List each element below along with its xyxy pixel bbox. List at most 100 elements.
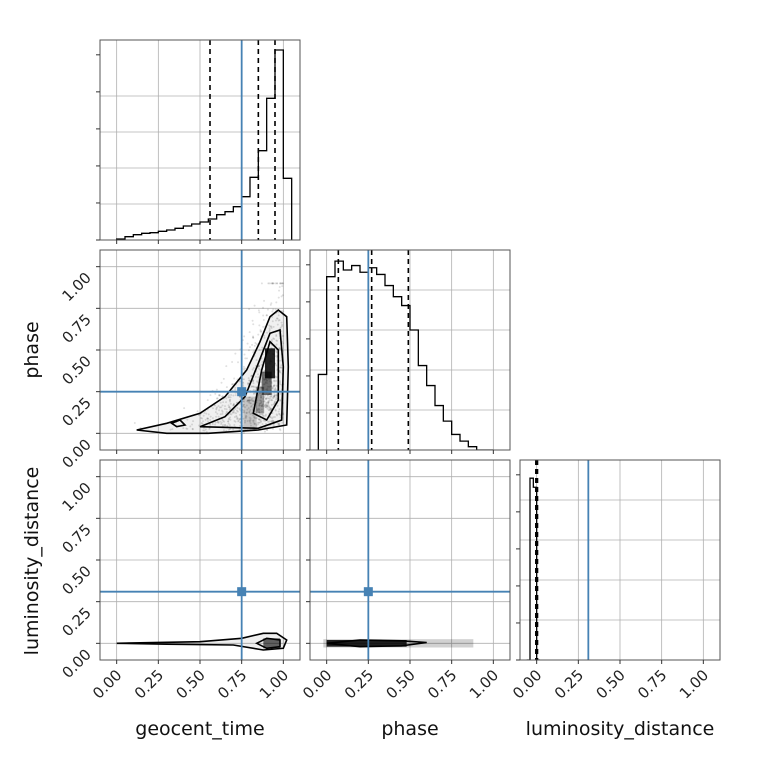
sample-point: [238, 428, 241, 431]
sample-point: [251, 343, 254, 346]
sample-point: [253, 422, 256, 425]
sample-point: [278, 286, 281, 289]
sample-point: [229, 416, 232, 419]
sample-point: [238, 413, 241, 416]
sample-point: [272, 424, 275, 427]
sample-point: [220, 421, 223, 424]
sample-point: [258, 418, 261, 421]
sample-point: [216, 397, 219, 400]
sample-point: [252, 335, 255, 338]
sample-point: [248, 379, 251, 382]
sample-point: [261, 361, 264, 364]
sample-point: [257, 393, 260, 396]
sample-point: [263, 396, 266, 399]
sample-point: [276, 317, 279, 320]
sample-point: [235, 412, 238, 415]
sample-point: [258, 409, 261, 412]
sample-point: [245, 412, 248, 415]
sample-point: [202, 414, 205, 417]
sample-point: [258, 364, 261, 367]
sample-point: [276, 323, 279, 326]
sample-point: [205, 412, 208, 415]
sample-point: [236, 410, 239, 413]
sample-point: [244, 414, 247, 417]
sample-point: [257, 333, 260, 336]
sample-point: [217, 420, 220, 423]
sample-point: [270, 395, 273, 398]
sample-point: [259, 418, 262, 421]
sample-point: [189, 425, 192, 428]
sample-point: [277, 423, 280, 426]
sample-point: [259, 394, 262, 397]
sample-point: [279, 383, 282, 386]
sample-point: [217, 415, 220, 418]
sample-point: [219, 413, 222, 416]
sample-point: [275, 351, 278, 354]
sample-point: [256, 381, 259, 384]
sample-point: [266, 404, 269, 407]
sample-point: [227, 420, 230, 423]
sample-point: [248, 331, 251, 334]
y-tick-label: 0.25: [58, 604, 94, 640]
sample-point: [236, 417, 239, 420]
sample-point: [257, 373, 260, 376]
sample-point: [257, 376, 260, 379]
sample-point: [243, 409, 246, 412]
sample-point: [272, 419, 275, 422]
sample-point: [267, 409, 270, 412]
sample-point: [251, 368, 254, 371]
sample-point: [281, 285, 284, 288]
sample-point: [281, 421, 284, 424]
sample-point: [214, 404, 217, 407]
sample-point: [280, 321, 283, 324]
sample-point: [269, 397, 272, 400]
sample-point: [214, 411, 217, 414]
sample-point: [214, 423, 217, 426]
sample-point: [267, 400, 270, 403]
sample-point: [281, 334, 284, 337]
sample-point: [273, 338, 276, 341]
sample-point: [258, 392, 261, 395]
sample-point: [253, 417, 256, 420]
sample-point: [266, 331, 269, 334]
sample-point: [255, 416, 258, 419]
sample-point: [248, 346, 251, 349]
sample-point: [235, 416, 238, 419]
sample-point: [260, 396, 263, 399]
sample-point: [222, 429, 225, 432]
sample-point: [248, 411, 251, 414]
x-tick-label: 0.00: [299, 666, 335, 702]
sample-point: [244, 357, 247, 360]
sample-point: [265, 404, 268, 407]
sample-point: [198, 424, 201, 427]
sample-point: [229, 398, 232, 401]
sample-point: [268, 327, 271, 330]
sample-point: [248, 420, 251, 423]
sample-point: [244, 419, 247, 422]
sample-point: [273, 384, 276, 387]
sample-point: [209, 394, 212, 397]
sample-point: [281, 325, 284, 328]
sample-point: [273, 395, 276, 398]
sample-point: [273, 395, 276, 398]
sample-point: [256, 399, 259, 402]
sample-point: [279, 366, 282, 369]
sample-point: [278, 369, 281, 372]
sample-point: [247, 349, 250, 352]
sample-point: [252, 403, 255, 406]
y-tick-label: 0.25: [58, 394, 94, 430]
sample-point: [268, 397, 271, 400]
sample-point: [222, 401, 225, 404]
sample-point: [186, 418, 189, 421]
sample-point: [274, 408, 277, 411]
sample-point: [275, 333, 278, 336]
sample-point: [252, 385, 255, 388]
sample-point: [276, 404, 279, 407]
sample-point: [256, 409, 259, 412]
sample-point: [261, 413, 264, 416]
sample-point: [270, 340, 273, 343]
sample-point: [227, 418, 230, 421]
sample-point: [274, 388, 277, 391]
sample-point: [253, 416, 256, 419]
sample-point: [272, 396, 275, 399]
